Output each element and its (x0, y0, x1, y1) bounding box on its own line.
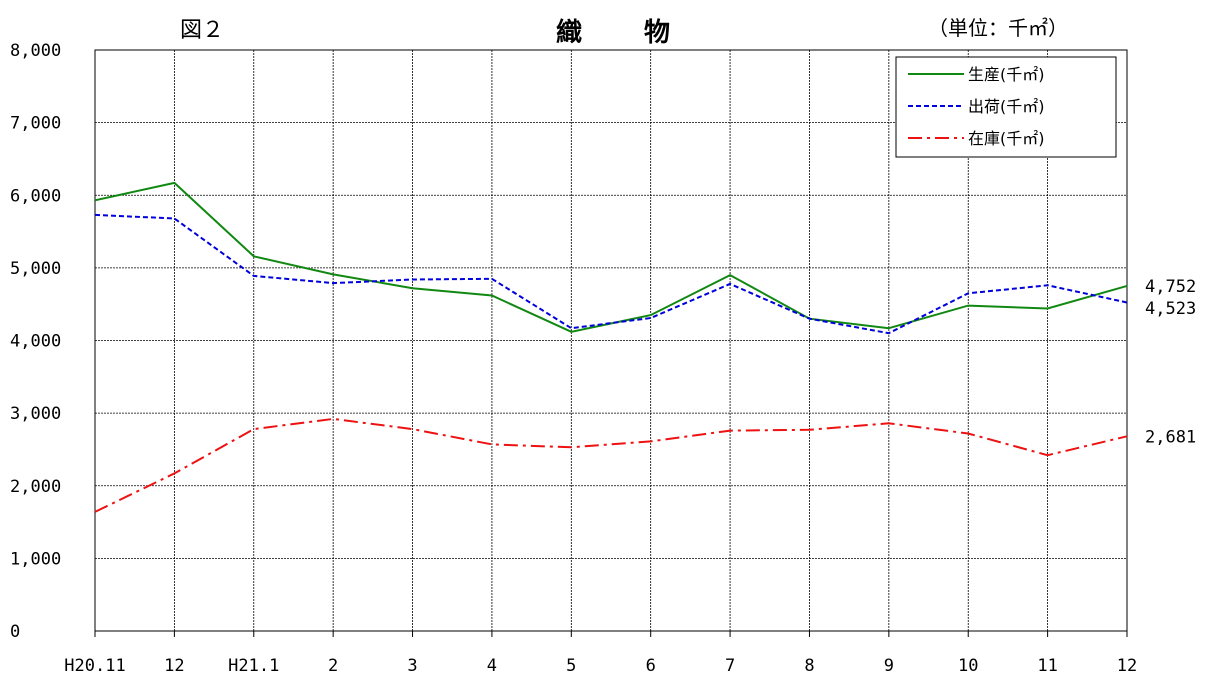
x-tick-label: 11 (1037, 656, 1057, 676)
end-value-label-1: 4,523 (1145, 299, 1196, 319)
x-tick-label: 12 (1117, 656, 1137, 676)
y-tick-label: 1,000 (10, 549, 61, 569)
x-tick-label: 5 (566, 656, 576, 676)
x-tick-label: 7 (725, 656, 735, 676)
y-tick-label: 8,000 (10, 41, 61, 61)
chart-title: 織 物 (556, 18, 689, 48)
x-tick-label: 3 (407, 656, 417, 676)
x-tick-label: H20.11 (64, 656, 125, 676)
y-tick-label: 4,000 (10, 332, 61, 352)
figure-label: 図２ (180, 18, 225, 43)
axes (94, 49, 1128, 637)
legend: 生産(千㎡) 出荷(千㎡) 在庫(千㎡) (895, 56, 1117, 158)
legend-label-0: 生産(千㎡) (968, 65, 1045, 84)
series-line-2 (94, 417, 1128, 513)
x-tick-label: 9 (884, 656, 894, 676)
legend-label-1: 出荷(千㎡) (968, 97, 1045, 116)
x-tick-label: H21.1 (228, 656, 279, 676)
series-line-0 (94, 181, 1128, 333)
y-tick-label: 3,000 (10, 404, 61, 424)
end-value-label-2: 2,681 (1145, 427, 1196, 447)
y-tick-label: 5,000 (10, 259, 61, 279)
end-value-label-0: 4,752 (1145, 277, 1196, 297)
x-tick-label: 8 (804, 656, 814, 676)
x-tick-label: 6 (646, 656, 656, 676)
x-tick-label: 2 (328, 656, 338, 676)
x-tick-label: 12 (164, 656, 184, 676)
series-line-1 (94, 213, 1128, 335)
tick-labels: 0 1,000 2,000 3,000 4,000 5,000 6,000 7,000 8,00… (10, 41, 1196, 676)
legend-label-2: 在庫(千㎡) (968, 129, 1045, 148)
unit-label: （単位：千㎡） (928, 16, 1068, 40)
x-tick-label: 10 (958, 656, 978, 676)
y-tick-label: 6,000 (10, 186, 61, 206)
x-tick-label: 4 (487, 656, 497, 676)
series-lines (94, 181, 1128, 513)
plot-frame (94, 49, 1128, 632)
y-tick-label: 7,000 (10, 114, 61, 134)
y-tick-label: 2,000 (10, 477, 61, 497)
y-tick-label: 0 (10, 622, 20, 642)
